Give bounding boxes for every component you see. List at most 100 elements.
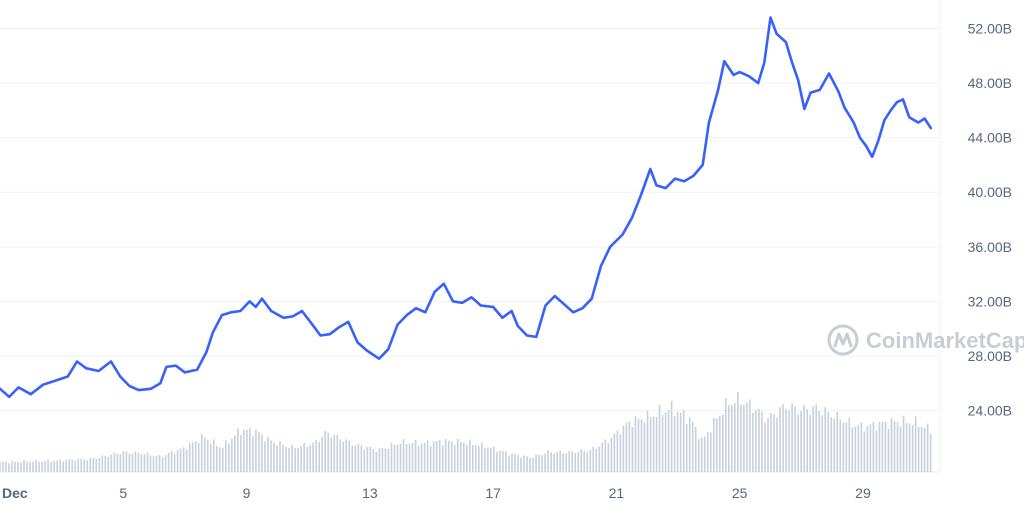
volume-bar — [746, 402, 748, 472]
volume-bar — [851, 427, 854, 472]
volume-bar — [167, 453, 170, 472]
volume-bar — [565, 453, 567, 472]
volume-bar — [740, 404, 742, 472]
volume-bar — [252, 436, 254, 472]
grid-lines — [0, 0, 941, 473]
volume-bar — [592, 446, 595, 472]
volume-bar — [243, 430, 245, 472]
volume-bar — [676, 412, 679, 472]
volume-bar — [827, 411, 830, 472]
volume-bar — [405, 444, 408, 472]
volume-bar — [779, 407, 781, 472]
volume-bar — [854, 426, 857, 472]
volume-bar — [893, 421, 896, 472]
volume-bar — [776, 417, 778, 472]
volume-bar — [285, 446, 287, 472]
volume-bar — [65, 459, 67, 472]
volume-bar — [71, 459, 73, 472]
volume-bar — [155, 455, 158, 472]
volume-bar — [734, 403, 736, 472]
volume-bar — [673, 416, 676, 472]
volume-bar — [541, 455, 543, 472]
volume-bar — [535, 454, 537, 472]
volume-bar — [113, 452, 116, 472]
volume-bar — [276, 445, 278, 472]
volume-bar — [209, 443, 212, 472]
y-tick-label: 52.00B — [968, 20, 1012, 36]
volume-bar — [143, 454, 146, 472]
volume-bar — [119, 454, 122, 472]
volume-bar — [399, 443, 402, 472]
volume-bar — [38, 461, 40, 472]
volume-bar — [56, 460, 58, 472]
volume-bar — [453, 445, 456, 472]
volume-bar — [719, 415, 721, 472]
volume-bar — [170, 451, 173, 472]
volume-bar — [499, 450, 501, 472]
volume-bar — [375, 451, 378, 472]
volume-bar — [173, 453, 176, 472]
volume-bar — [598, 446, 601, 472]
volume-bar — [53, 460, 55, 472]
volume-bar — [496, 452, 498, 472]
coinmarketcap-logo-icon — [827, 324, 859, 356]
volume-bar — [240, 434, 242, 472]
volume-bar — [700, 437, 703, 472]
volume-bar — [131, 453, 134, 472]
volume-bar — [390, 442, 393, 472]
volume-bar — [387, 448, 390, 472]
volume-bar — [261, 434, 263, 472]
volume-bar — [842, 422, 845, 472]
volume-bar — [839, 419, 842, 472]
volume-bar — [327, 432, 330, 472]
volume-bar — [215, 445, 218, 472]
volume-bar — [450, 441, 453, 472]
x-tick-label: 29 — [855, 485, 871, 501]
volume-bar — [32, 461, 34, 472]
volume-bar — [830, 417, 833, 472]
volume-bar — [179, 448, 182, 472]
volume-bar — [806, 409, 808, 472]
volume-bar — [743, 404, 745, 472]
volume-bar — [529, 458, 531, 472]
volume-bar — [679, 412, 682, 472]
volume-bar — [267, 436, 269, 472]
x-axis-ticks: Dec 5 9 13 17 21 25 29 — [2, 485, 871, 501]
volume-bar — [384, 448, 387, 472]
x-tick-label: 5 — [119, 485, 127, 501]
volume-bar — [188, 443, 191, 472]
volume-bar — [703, 436, 706, 472]
volume-bar — [836, 411, 839, 472]
volume-bar — [140, 454, 143, 472]
volume-bar — [706, 432, 709, 472]
volume-bar — [336, 434, 339, 472]
volume-bar — [420, 443, 423, 472]
volume-bar — [456, 438, 459, 472]
watermark-text: CoinMarketCap — [866, 328, 1024, 353]
volume-bar — [447, 440, 450, 472]
volume-bar — [104, 455, 107, 472]
volume-bar — [5, 461, 7, 472]
volume-bar — [667, 410, 670, 472]
volume-bar — [923, 428, 926, 472]
volume-bar — [122, 451, 125, 472]
volume-bar — [11, 460, 13, 472]
volume-bar — [794, 406, 796, 472]
volume-bar — [761, 411, 763, 472]
volume-bar — [797, 414, 799, 472]
volume-bar — [782, 404, 784, 472]
volume-bar — [462, 442, 465, 472]
volume-bar — [228, 443, 230, 472]
volume-bar — [234, 435, 236, 472]
volume-bar — [291, 444, 293, 472]
volume-bar — [152, 456, 155, 472]
volume-bar — [432, 441, 435, 472]
volume-bar — [920, 426, 923, 472]
volume-bar — [411, 443, 414, 472]
volume-bar — [709, 432, 712, 472]
volume-bar — [631, 426, 634, 472]
y-tick-label: 44.00B — [968, 130, 1012, 146]
volume-bar — [212, 439, 215, 472]
volume-bar — [26, 461, 28, 472]
